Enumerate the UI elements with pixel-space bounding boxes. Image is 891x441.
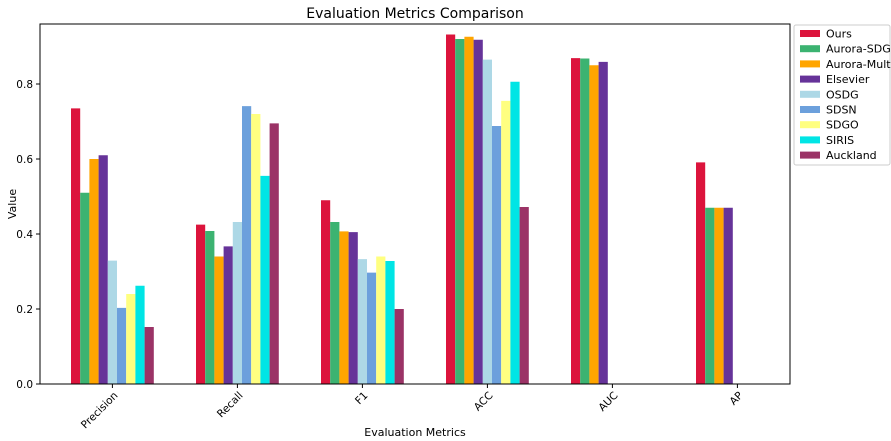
bar-ours-precision xyxy=(71,108,81,385)
legend-swatch xyxy=(800,136,820,144)
bar-sdgo-f1 xyxy=(376,256,386,384)
legend-label: Aurora-Multi xyxy=(826,58,891,71)
bar-siris-acc xyxy=(510,81,520,384)
bar-aurora-sdg-auc xyxy=(580,58,590,384)
legend-swatch xyxy=(800,151,820,159)
bar-aurora-multi-auc xyxy=(589,65,599,384)
bar-elsevier-recall xyxy=(223,246,233,385)
legend-swatch xyxy=(800,75,820,83)
bar-osdg-precision xyxy=(107,260,117,385)
legend-label: SDGO xyxy=(826,119,859,132)
chart-title: Evaluation Metrics Comparison xyxy=(306,6,523,22)
bar-aurora-multi-precision xyxy=(89,159,99,384)
legend: Ours Aurora-SDG Aurora-Multi Elsevier OSDG SD… xyxy=(793,24,891,166)
bar-osdg-recall xyxy=(232,222,242,384)
bar-osdg-acc xyxy=(482,59,492,385)
bar-elsevier-ap xyxy=(723,207,733,384)
bar-ours-auc xyxy=(571,58,581,385)
bar-siris-precision xyxy=(135,285,145,384)
y-tick-label: 0.8 xyxy=(16,79,33,91)
legend-swatch xyxy=(800,30,820,37)
legend-label: Ours xyxy=(826,28,852,41)
y-axis-label: Value xyxy=(6,189,19,219)
legend-swatch xyxy=(800,45,820,53)
x-axis-label: Evaluation Metrics xyxy=(364,426,466,439)
bar-elsevier-acc xyxy=(473,39,483,384)
bar-sdgo-acc xyxy=(501,100,511,385)
legend-label: Aurora-SDG xyxy=(826,43,891,56)
legend-swatch xyxy=(800,121,820,129)
y-tick-label: 0.4 xyxy=(16,229,33,241)
plot-frame xyxy=(39,23,791,385)
bar-aurora-sdg-acc xyxy=(455,39,465,384)
bar-sdsn-acc xyxy=(492,126,502,384)
y-tick-label: 0.6 xyxy=(16,154,33,166)
bar-ours-ap xyxy=(696,162,706,385)
bar-aurora-sdg-recall xyxy=(205,231,215,384)
legend-swatch xyxy=(800,60,820,68)
bar-elsevier-auc xyxy=(598,61,608,385)
bar-elsevier-f1 xyxy=(348,232,358,384)
bar-auckland-f1 xyxy=(394,309,404,384)
legend-label: SIRIS xyxy=(826,134,854,147)
legend-label: Auckland xyxy=(826,149,877,162)
bar-aurora-multi-f1 xyxy=(339,231,349,385)
bar-aurora-multi-recall xyxy=(214,256,224,384)
bar-sdsn-recall xyxy=(242,106,252,385)
legend-label: SDSN xyxy=(826,104,857,117)
bar-siris-f1 xyxy=(385,261,395,384)
bar-ours-f1 xyxy=(321,200,331,384)
bar-sdsn-precision xyxy=(117,307,127,385)
bar-sdgo-precision xyxy=(126,294,136,384)
bar-ours-acc xyxy=(446,34,456,384)
bar-auckland-recall xyxy=(269,123,279,385)
bar-aurora-multi-acc xyxy=(464,36,474,384)
bar-sdgo-recall xyxy=(251,114,261,384)
y-tick-label: 0.2 xyxy=(16,304,33,316)
bar-sdsn-f1 xyxy=(367,272,377,385)
bar-aurora-multi-ap xyxy=(714,207,724,384)
legend-label: OSDG xyxy=(826,88,859,101)
bar-auckland-acc xyxy=(519,207,529,384)
bar-aurora-sdg-precision xyxy=(80,192,90,384)
legend-swatch xyxy=(800,106,820,113)
bar-auckland-precision xyxy=(144,327,154,384)
bar-elsevier-precision xyxy=(98,155,108,384)
legend-swatch xyxy=(800,90,820,98)
y-tick-label: 0.0 xyxy=(16,379,33,391)
legend-label: Elsevier xyxy=(826,73,870,86)
bar-siris-recall xyxy=(260,175,270,384)
bar-osdg-f1 xyxy=(357,259,367,385)
bar-ours-recall xyxy=(196,224,206,385)
bar-aurora-sdg-f1 xyxy=(330,222,340,384)
bars-layer xyxy=(71,34,733,385)
bar-aurora-sdg-ap xyxy=(705,207,715,384)
legend-frame xyxy=(793,24,891,166)
